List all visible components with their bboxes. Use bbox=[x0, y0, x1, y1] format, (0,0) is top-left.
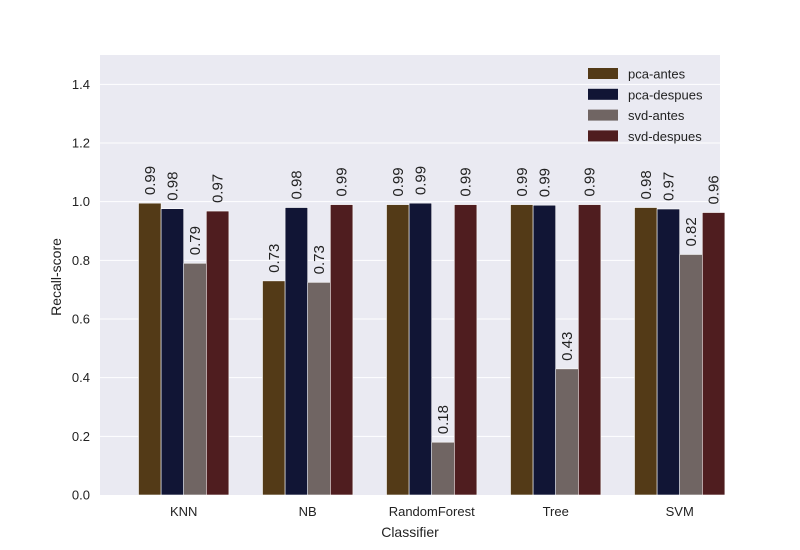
data-label: 0.99 bbox=[536, 168, 553, 197]
x-tick-label: RandomForest bbox=[389, 504, 475, 519]
bar-pca-antes-RandomForest bbox=[386, 204, 410, 496]
bar-svd-despues-KNN bbox=[206, 210, 230, 496]
y-tick-label: 0.0 bbox=[72, 488, 90, 503]
bar-pca-despues-SVM bbox=[656, 208, 680, 496]
bar-svd-despues-SVM bbox=[701, 212, 726, 496]
legend-label: pca-despues bbox=[628, 87, 703, 102]
x-axis-ticks: KNN NB RandomForest Tree SVM bbox=[170, 504, 694, 519]
data-label: 0.98 bbox=[638, 170, 655, 199]
bar-svd-despues-NB bbox=[329, 204, 354, 496]
legend-label: pca-antes bbox=[628, 67, 686, 82]
x-tick-label: KNN bbox=[170, 504, 197, 519]
bar-pca-antes-SVM bbox=[634, 207, 658, 496]
data-label: 0.97 bbox=[660, 172, 677, 201]
legend-label: svd-antes bbox=[628, 108, 685, 123]
data-label: 0.99 bbox=[582, 167, 599, 196]
bar-svd-antes-KNN bbox=[183, 262, 207, 496]
bar-svd-antes-NB bbox=[307, 282, 331, 496]
bar-pca-antes-KNN bbox=[138, 202, 162, 496]
bar-svd-antes-Tree bbox=[555, 368, 579, 496]
bar-pca-despues-Tree bbox=[532, 204, 556, 496]
x-tick-label: NB bbox=[299, 504, 317, 519]
data-label: 0.98 bbox=[288, 170, 305, 199]
y-tick-label: 1.4 bbox=[72, 77, 90, 92]
y-tick-label: 1.2 bbox=[72, 136, 90, 151]
bar-svd-despues-Tree bbox=[577, 204, 602, 496]
x-tick-label: Tree bbox=[543, 504, 569, 519]
y-tick-label: 0.2 bbox=[72, 429, 90, 444]
data-label: 0.99 bbox=[334, 167, 351, 196]
legend: pca-antes pca-despues svd-antes svd-despues bbox=[588, 67, 703, 144]
x-axis-label: Classifier bbox=[381, 524, 439, 540]
bar-svd-despues-RandomForest bbox=[453, 204, 478, 496]
bar-pca-antes-Tree bbox=[510, 204, 534, 496]
y-axis-ticks: 0.0 0.2 0.4 0.6 0.8 1.0 1.2 1.4 bbox=[72, 77, 90, 503]
data-label: 0.98 bbox=[164, 172, 181, 201]
y-tick-label: 0.6 bbox=[72, 312, 90, 327]
data-label: 0.99 bbox=[458, 167, 475, 196]
data-label: 0.99 bbox=[390, 167, 407, 196]
y-axis-label: Recall-score bbox=[48, 238, 64, 316]
legend-swatch bbox=[588, 130, 618, 142]
x-tick-label: SVM bbox=[666, 504, 694, 519]
bars bbox=[138, 202, 726, 496]
data-label: 0.99 bbox=[142, 166, 159, 195]
bar-svd-antes-SVM bbox=[679, 254, 703, 496]
bar-pca-despues-KNN bbox=[160, 208, 185, 496]
data-label: 0.43 bbox=[559, 332, 576, 361]
bar-svd-antes-RandomForest bbox=[431, 441, 455, 496]
data-label: 0.97 bbox=[210, 174, 227, 203]
data-label: 0.79 bbox=[187, 226, 204, 255]
legend-swatch bbox=[588, 88, 618, 100]
bar-pca-antes-NB bbox=[262, 280, 286, 496]
y-tick-label: 0.4 bbox=[72, 370, 90, 385]
y-tick-label: 0.8 bbox=[72, 253, 90, 268]
data-label: 0.18 bbox=[435, 405, 452, 434]
data-label: 0.99 bbox=[412, 166, 429, 195]
data-label: 0.82 bbox=[683, 217, 700, 246]
bar-pca-despues-NB bbox=[284, 207, 309, 496]
legend-swatch bbox=[588, 109, 618, 121]
legend-label: svd-despues bbox=[628, 129, 702, 144]
data-label: 0.96 bbox=[706, 175, 723, 204]
bar-pca-despues-RandomForest bbox=[408, 202, 433, 496]
data-labels: 0.99 0.73 0.99 0.99 0.98 0.98 0.98 0.99 0.99 0.97… bbox=[142, 166, 723, 434]
legend-swatch bbox=[588, 68, 618, 79]
y-tick-label: 1.0 bbox=[72, 194, 90, 209]
data-label: 0.99 bbox=[514, 167, 531, 196]
data-label: 0.73 bbox=[311, 245, 328, 274]
data-label: 0.73 bbox=[266, 244, 283, 273]
